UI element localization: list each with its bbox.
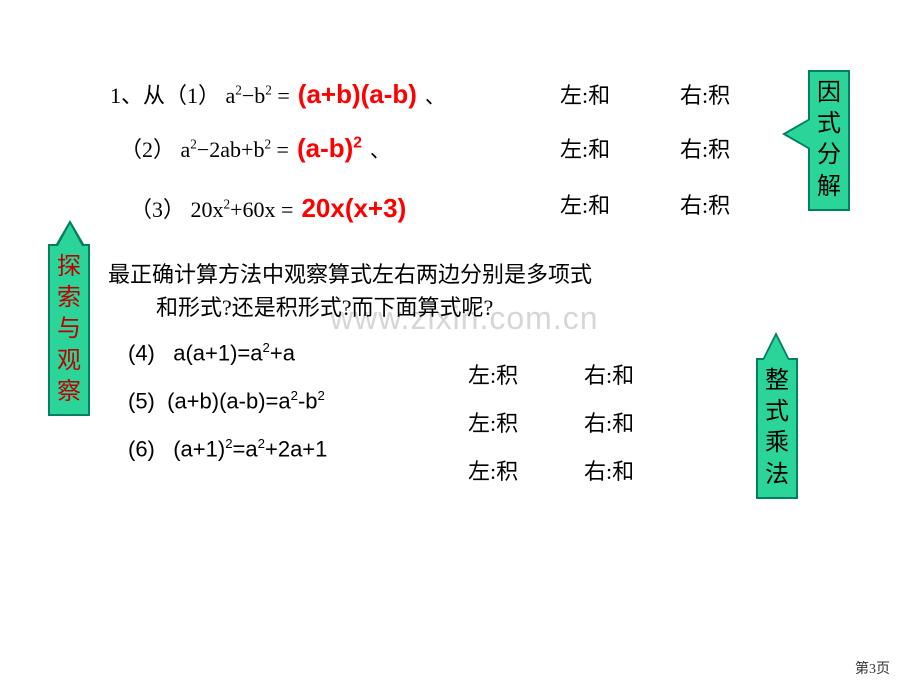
callout-tr-ch2: 式	[817, 109, 841, 140]
explain-line1: 最正确计算方法中观察算式左右两边分别是多项式	[108, 258, 748, 291]
top-row-1: 1、从（1） a2−b2 = (a+b)(a-b) 、	[110, 78, 445, 110]
expr-label-1: 1、从（1） a2−b2 =	[110, 83, 290, 108]
lr-left-2: 左:和	[560, 132, 610, 164]
expr-result-3: 20x(x+3)	[301, 193, 406, 223]
callout-br-ch2: 式	[765, 397, 789, 428]
blr-left-3: 左:积	[468, 454, 518, 486]
lr-left-1: 左:和	[560, 78, 610, 110]
lr-left-3: 左:和	[560, 188, 610, 220]
callout-left: 探 索 与 观 察	[48, 244, 90, 416]
callout-tr-ch1: 因	[817, 78, 841, 109]
explanation-text: 最正确计算方法中观察算式左右两边分别是多项式 和形式?还是积形式?而下面算式呢?	[108, 258, 748, 324]
expr-label-2: （2） a2−2ab+b2 =	[120, 137, 289, 162]
expr-result-2: (a-b)2	[297, 133, 362, 163]
blr-left-1: 左:积	[468, 358, 518, 390]
callout-top-right: 因 式 分 解	[808, 70, 850, 211]
expr-result-1: (a+b)(a-b)	[298, 79, 417, 109]
callout-left-arrow-inner	[58, 224, 82, 246]
top-row-3: （3） 20x2+60x = 20x(x+3)	[130, 192, 410, 224]
callout-br-ch4: 法	[765, 460, 789, 491]
expr-label-3: （3） 20x2+60x =	[130, 197, 293, 222]
lr-right-2: 右:积	[680, 132, 730, 164]
bottom-row-1: (4) a(a+1)=a2+a	[128, 340, 295, 366]
bottom-row-2: (5) (a+b)(a-b)=a2-b2	[128, 388, 325, 414]
blr-right-3: 右:和	[584, 454, 634, 486]
expr-suffix-2: 、	[370, 140, 390, 162]
callout-tr-ch3: 分	[817, 140, 841, 171]
lr-right-3: 右:积	[680, 188, 730, 220]
top-row-2: （2） a2−2ab+b2 = (a-b)2 、	[120, 132, 390, 164]
callout-left-ch1: 探	[57, 252, 81, 283]
callout-br-ch3: 乘	[765, 428, 789, 459]
callout-left-ch2: 索	[57, 283, 81, 314]
explain-line2: 和形式?还是积形式?而下面算式呢?	[156, 291, 748, 324]
callout-left-ch5: 察	[57, 377, 81, 408]
blr-left-2: 左:积	[468, 406, 518, 438]
callout-tr-arrow	[786, 120, 810, 148]
blr-right-2: 右:和	[584, 406, 634, 438]
bottom-row-3: (6) (a+1)2=a2+2a+1	[128, 436, 327, 462]
blr-right-1: 右:和	[584, 358, 634, 390]
callout-left-ch4: 观	[57, 346, 81, 377]
lr-right-1: 右:积	[680, 78, 730, 110]
callout-tr-ch4: 解	[817, 172, 841, 203]
page-number: 第3页	[855, 658, 890, 678]
callout-bottom-right: 整 式 乘 法	[756, 358, 798, 499]
expr-suffix-1: 、	[425, 86, 445, 108]
callout-br-arrow	[764, 336, 788, 360]
callout-left-ch3: 与	[57, 314, 81, 345]
callout-br-ch1: 整	[765, 366, 789, 397]
